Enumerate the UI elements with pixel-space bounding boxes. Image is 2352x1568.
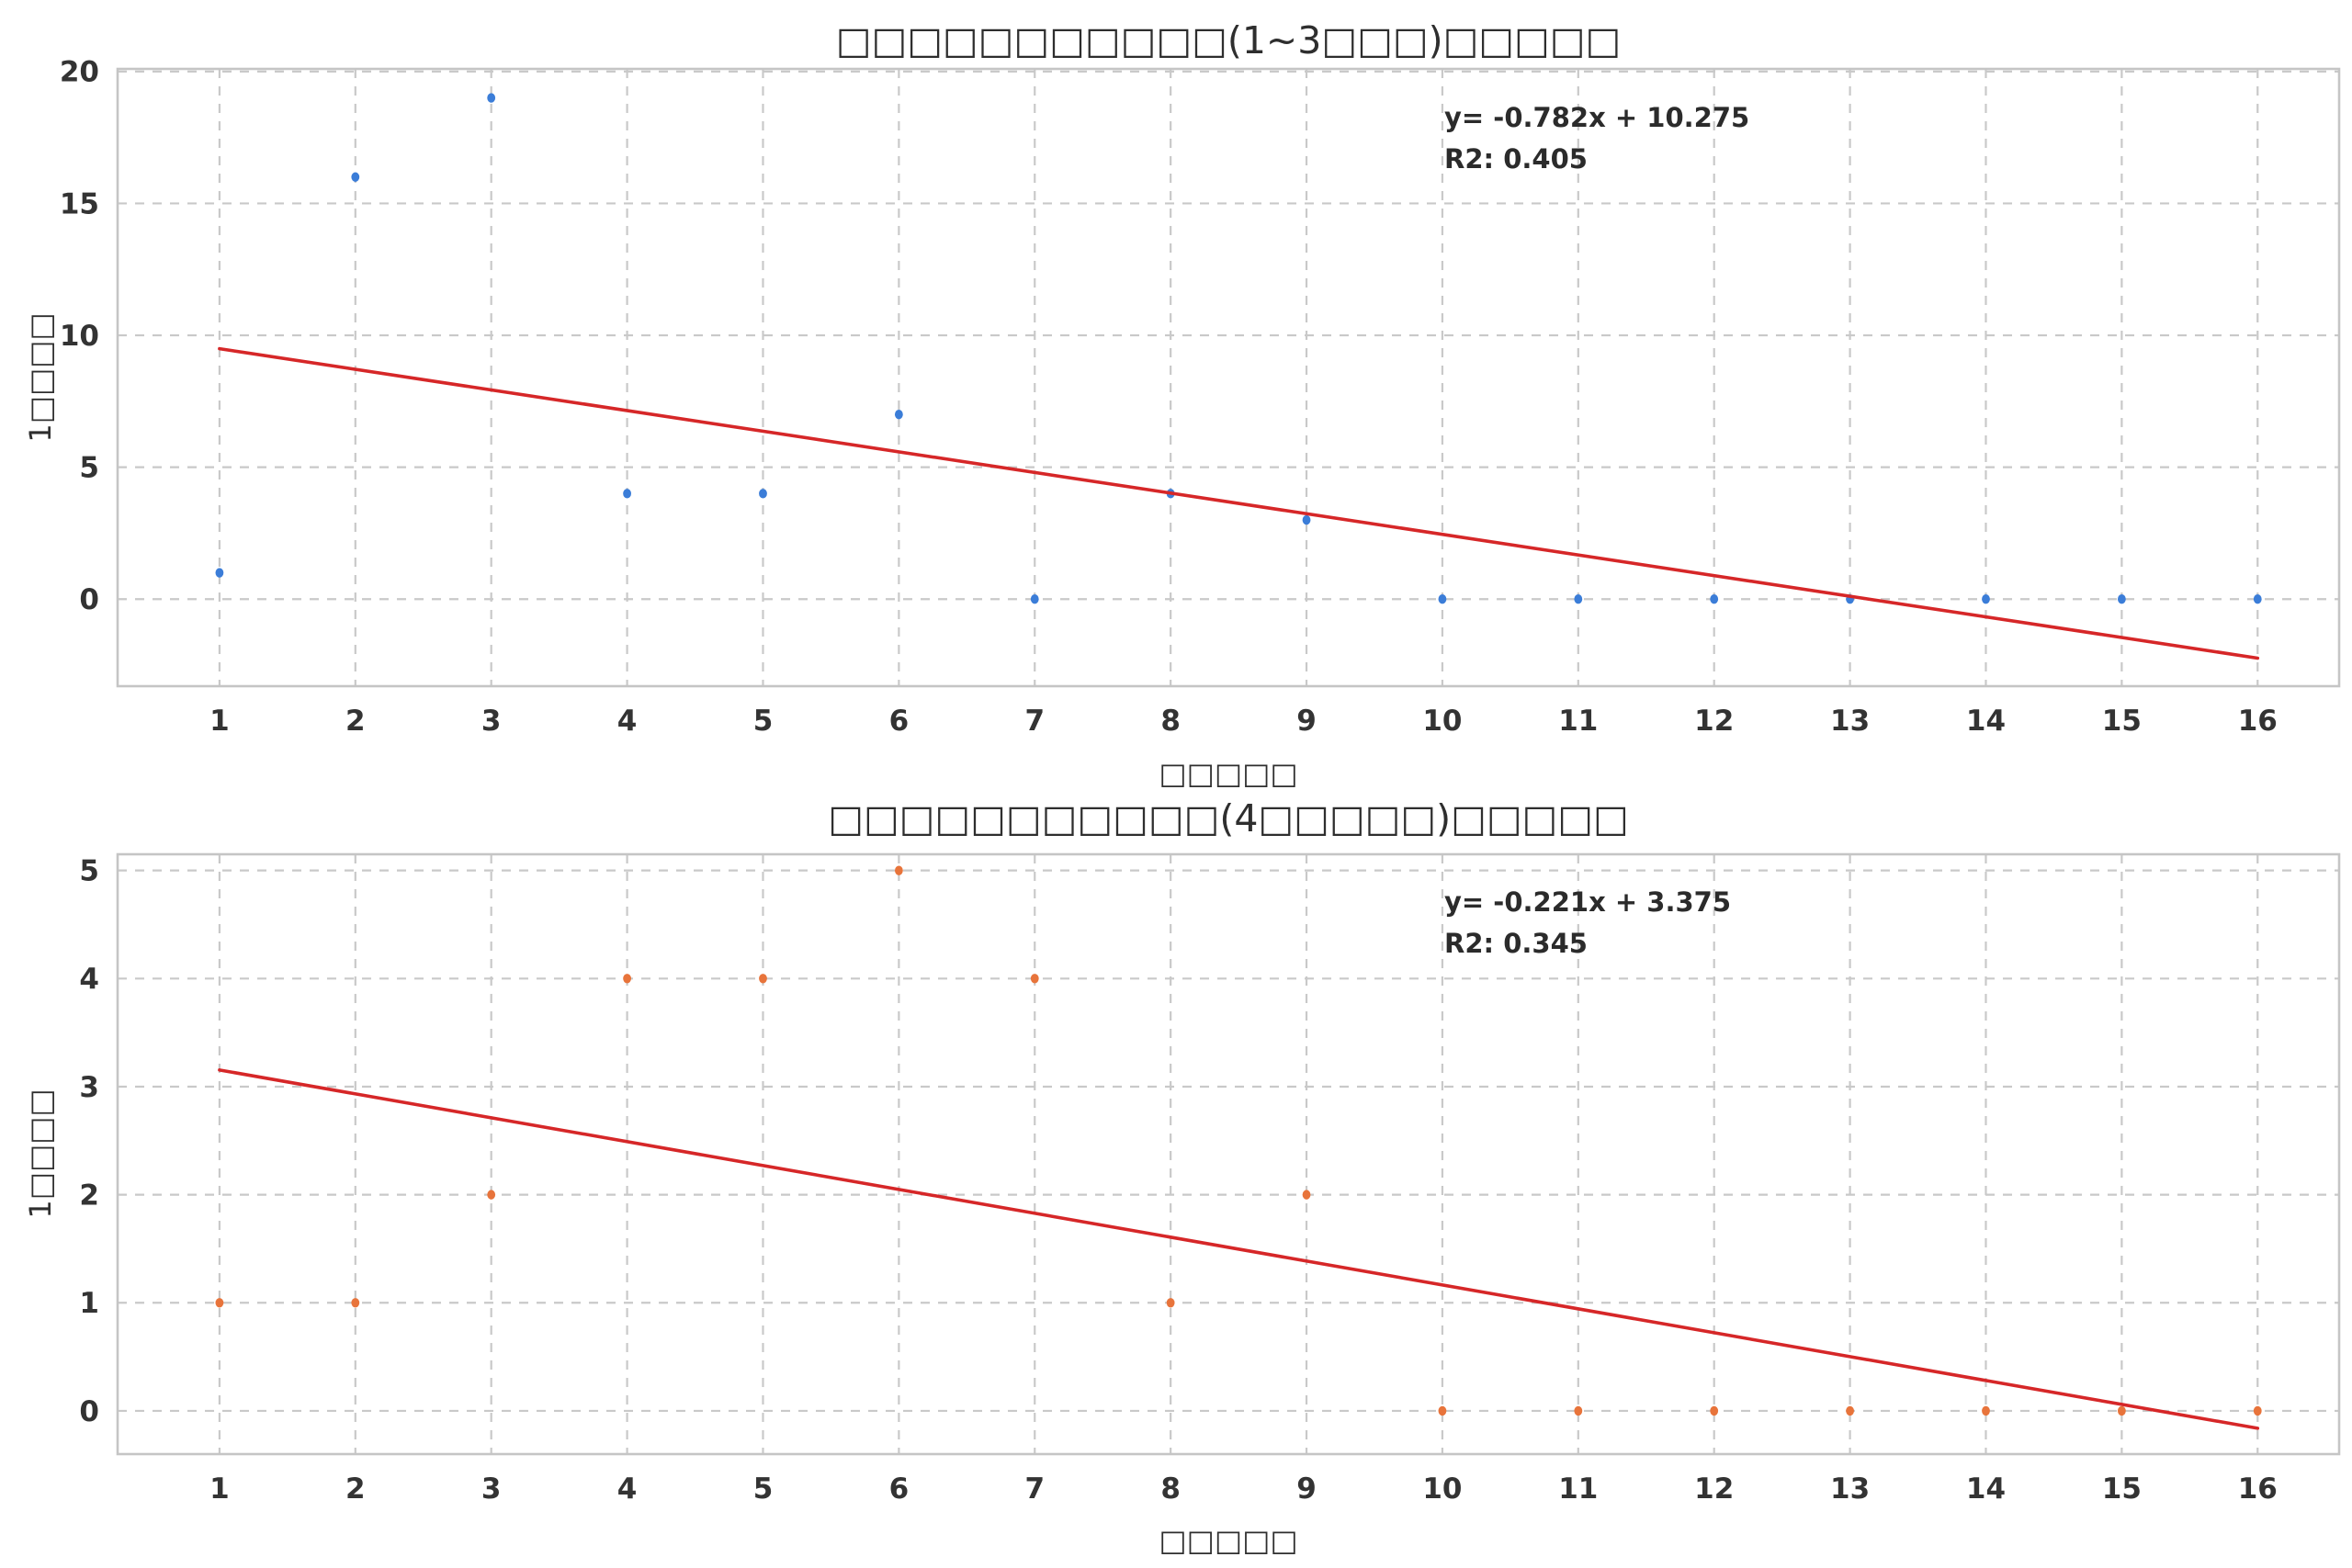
data-point bbox=[1302, 1190, 1311, 1200]
chart1-r2-text: R2: 0.405 bbox=[1444, 142, 1588, 175]
chart2-y-axis-label: 1□□□□ bbox=[23, 1089, 58, 1219]
chart2-r2-text: R2: 0.345 bbox=[1444, 927, 1588, 959]
x-tick-label: 7 bbox=[1024, 1472, 1045, 1506]
x-tick-label: 14 bbox=[1966, 705, 2006, 738]
data-point bbox=[1982, 594, 1990, 604]
x-tick-label: 4 bbox=[617, 705, 638, 738]
chart1-title: □□□□□□□□□□□(1~3□□□)□□□□□ bbox=[835, 18, 1622, 62]
y-tick-label: 0 bbox=[79, 1395, 99, 1428]
chart1-y-axis-label: 1□□□□ bbox=[23, 312, 58, 443]
x-tick-label: 1 bbox=[209, 705, 230, 738]
x-tick-label: 12 bbox=[1694, 705, 1734, 738]
x-tick-label: 3 bbox=[481, 705, 502, 738]
x-tick-label: 1 bbox=[209, 1472, 230, 1506]
x-tick-label: 16 bbox=[2238, 705, 2278, 738]
data-point bbox=[894, 410, 903, 420]
data-point bbox=[487, 93, 496, 103]
x-tick-label: 10 bbox=[1422, 1472, 1462, 1506]
data-point bbox=[1438, 1405, 1447, 1416]
data-point bbox=[1710, 594, 1719, 604]
x-tick-label: 9 bbox=[1296, 705, 1317, 738]
x-tick-label: 14 bbox=[1966, 1472, 2006, 1506]
data-point bbox=[1846, 1405, 1854, 1416]
x-tick-label: 13 bbox=[1830, 705, 1870, 738]
data-point bbox=[623, 489, 631, 499]
x-tick-label: 16 bbox=[2238, 1472, 2278, 1506]
y-tick-label: 10 bbox=[60, 320, 99, 353]
data-point bbox=[1982, 1405, 1990, 1416]
x-tick-label: 5 bbox=[753, 1472, 774, 1506]
chart2-x-axis-label: □□□□□ bbox=[1159, 1523, 1298, 1558]
x-tick-label: 11 bbox=[1558, 705, 1598, 738]
x-tick-label: 5 bbox=[753, 705, 774, 738]
x-tick-label: 10 bbox=[1422, 705, 1462, 738]
data-point bbox=[759, 974, 767, 984]
x-tick-label: 4 bbox=[617, 1472, 638, 1506]
data-point bbox=[215, 568, 224, 578]
y-tick-label: 3 bbox=[79, 1071, 99, 1104]
data-point bbox=[1574, 1405, 1583, 1416]
y-tick-label: 5 bbox=[79, 854, 99, 887]
data-point bbox=[1166, 1298, 1175, 1308]
x-tick-label: 2 bbox=[345, 705, 366, 738]
x-tick-label: 3 bbox=[481, 1472, 502, 1506]
x-tick-label: 7 bbox=[1024, 705, 1045, 738]
data-point bbox=[487, 1190, 496, 1200]
data-point bbox=[1710, 1405, 1719, 1416]
trend-line bbox=[218, 1068, 2260, 1430]
data-point bbox=[351, 1298, 360, 1308]
y-tick-label: 1 bbox=[79, 1287, 99, 1320]
y-tick-label: 20 bbox=[60, 56, 99, 89]
data-point bbox=[2253, 1405, 2262, 1416]
x-tick-label: 13 bbox=[1830, 1472, 1870, 1506]
x-tick-label: 12 bbox=[1694, 1472, 1734, 1506]
data-point bbox=[1302, 514, 1311, 525]
data-point bbox=[2117, 594, 2126, 604]
x-tick-label: 15 bbox=[2102, 705, 2142, 738]
plot-border bbox=[116, 852, 2341, 1456]
y-tick-label: 2 bbox=[79, 1179, 99, 1212]
x-tick-label: 8 bbox=[1160, 1472, 1181, 1506]
plot-border bbox=[116, 67, 2341, 688]
y-tick-label: 15 bbox=[60, 187, 99, 220]
x-tick-label: 2 bbox=[345, 1472, 366, 1506]
data-point bbox=[1574, 594, 1583, 604]
data-point bbox=[1438, 594, 1447, 604]
data-point bbox=[351, 172, 360, 182]
data-point bbox=[2253, 594, 2262, 604]
data-point bbox=[1030, 974, 1039, 984]
trend-line bbox=[218, 346, 2260, 660]
chart2-annotation: y= -0.221x + 3.375 R2: 0.345 bbox=[1444, 882, 1731, 964]
data-point bbox=[2117, 1405, 2126, 1416]
y-tick-label: 5 bbox=[79, 451, 99, 484]
x-tick-label: 15 bbox=[2102, 1472, 2142, 1506]
y-tick-label: 0 bbox=[79, 583, 99, 616]
chart1-x-axis-label: □□□□□ bbox=[1159, 756, 1298, 791]
x-tick-label: 8 bbox=[1160, 705, 1181, 738]
x-tick-label: 9 bbox=[1296, 1472, 1317, 1506]
data-point bbox=[215, 1298, 224, 1308]
x-tick-label: 6 bbox=[889, 1472, 910, 1506]
chart1-equation-text: y= -0.782x + 10.275 bbox=[1444, 102, 1750, 133]
chart2-title: □□□□□□□□□□□(4□□□□□)□□□□□ bbox=[828, 796, 1629, 840]
data-point bbox=[894, 865, 903, 875]
data-point bbox=[1030, 594, 1039, 604]
chart2-equation-text: y= -0.221x + 3.375 bbox=[1444, 886, 1731, 918]
x-tick-label: 11 bbox=[1558, 1472, 1598, 1506]
x-tick-label: 6 bbox=[889, 705, 910, 738]
chart1-annotation: y= -0.782x + 10.275 R2: 0.405 bbox=[1444, 97, 1749, 180]
data-point bbox=[623, 974, 631, 984]
data-point bbox=[759, 489, 767, 499]
y-tick-label: 4 bbox=[79, 963, 99, 996]
